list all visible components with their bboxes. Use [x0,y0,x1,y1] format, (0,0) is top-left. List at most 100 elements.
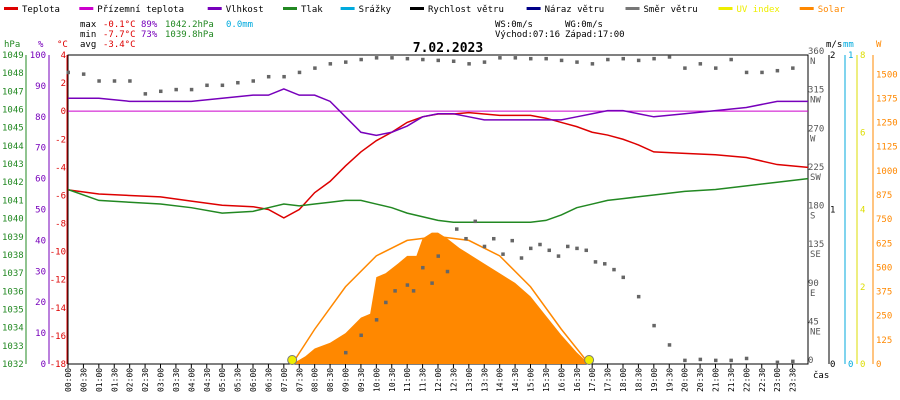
x-tick-29: 14:30 [511,368,520,392]
hpa-tick-11: 1038 [2,251,24,261]
uv-marker-0 [287,355,298,365]
temp-tick-2: 0 [61,107,66,117]
temp-tick-1: 2 [61,79,66,89]
w-tick-8: 500 [876,263,892,273]
series-4-point-15 [297,70,302,75]
uv-tick-2: 4 [860,206,865,216]
series-4-point-39 [667,55,672,59]
hum-tick-6: 40 [35,236,46,246]
stat-min-hum: 73% [141,30,158,40]
hum-tick-10: 0 [41,360,46,370]
legend-swatch-0 [4,7,18,10]
temp-tick-9: -14 [50,304,66,314]
series-4-point-1 [81,72,86,76]
x-tick-7: 03:30 [172,368,181,392]
stat-avg-temp: -3.4°C [103,40,136,50]
series-7-point-21 [547,248,551,253]
w-tick-11: 125 [876,336,892,346]
series-7-point-5 [405,283,410,287]
x-tick-30: 15:00 [527,368,536,392]
series-7-point-31 [652,323,656,328]
legend-label-3: Tlak [301,5,323,15]
x-tick-6: 03:00 [157,368,166,392]
series-7-point-4 [393,289,397,293]
series-7-point-0 [344,350,348,355]
x-tick-28: 14:00 [496,368,505,392]
series-4-point-43 [729,57,733,62]
series-7-point-28 [612,267,616,272]
legend-swatch-4 [340,7,355,10]
series-7-point-7 [421,265,425,270]
x-tick-31: 15:30 [542,368,551,392]
hpa-tick-15: 1034 [2,324,24,334]
series-4-point-30 [529,56,533,61]
series-7-point-2 [374,318,379,322]
series-4-point-13 [266,74,271,79]
uv-tick-4: 0 [860,360,865,370]
hum-tick-3: 70 [35,144,46,154]
x-tick-12: 06:00 [249,368,258,392]
series-4-point-11 [236,80,240,85]
series-7-point-35 [714,358,718,363]
dir-label-3: SW [810,173,821,183]
series-solar-max-line [291,235,590,365]
mm-tick-1: 0 [848,360,853,370]
series-7-point-1 [359,333,363,338]
stats-block: max -0.1°C 89% 1042.2hPa 0.0mm min -7.7°… [80,20,625,50]
x-tick-42: 21:00 [712,368,721,392]
stat-min-temp: -7.7°C [103,30,136,40]
stat-rain: 0.0mm [226,20,253,30]
series-7-point-37 [744,356,749,361]
x-tick-39: 19:30 [665,368,674,392]
x-tick-10: 05:00 [218,368,227,392]
series-4-point-33 [575,60,579,64]
series-4-point-20 [374,56,379,60]
hpa-tick-7: 1042 [2,178,24,188]
legend-swatch-9 [799,7,814,10]
x-tick-47: 23:30 [789,368,798,392]
series-solar-area [292,232,590,364]
dir-tick-6: 90 [808,279,819,289]
stat-min-label: min [80,30,96,40]
x-tick-35: 17:30 [604,368,613,392]
x-tick-11: 05:30 [234,368,243,392]
series-4-point-35 [606,57,610,62]
series-line-0 [67,111,809,219]
series-7-point-6 [411,289,416,293]
series-4-point-2 [97,79,101,83]
series-4-point-12 [251,79,255,83]
x-tick-37: 18:30 [634,368,643,392]
x-tick-45: 22:30 [758,368,767,392]
x-tick-46: 23:00 [773,368,782,392]
plot-area [66,55,809,365]
series-line-2 [68,88,808,137]
dir-tick-5: 135 [808,240,824,250]
x-tick-20: 10:00 [372,368,381,392]
legend-swatch-2 [207,7,222,10]
uv-tick-0: 8 [860,51,865,61]
x-tick-15: 07:30 [295,368,304,392]
series-4-point-6 [159,89,163,94]
series-7-point-25 [584,248,588,253]
series-7-point-39 [791,359,795,364]
x-tick-2: 01:00 [95,368,104,392]
temp-tick-8: -12 [50,276,66,286]
hum-tick-4: 60 [35,175,46,185]
w-unit: W [876,40,882,50]
series-7-point-34 [698,357,703,362]
hpa-unit: hPa [4,40,20,50]
series-4-point-46 [775,68,780,73]
w-tick-6: 750 [876,215,892,225]
x-tick-0: 00:00 [64,368,73,392]
hpa-tick-6: 1043 [2,160,24,170]
x-tick-41: 20:30 [696,368,705,392]
x-tick-9: 04:30 [203,368,212,392]
series-7-point-38 [775,360,780,365]
series-4-point-7 [174,87,178,92]
legend-label-7: Směr větru [644,5,698,15]
series-7-point-9 [436,254,440,258]
stat-max-temp: -0.1°C [103,20,136,30]
series-7-point-22 [556,254,561,258]
